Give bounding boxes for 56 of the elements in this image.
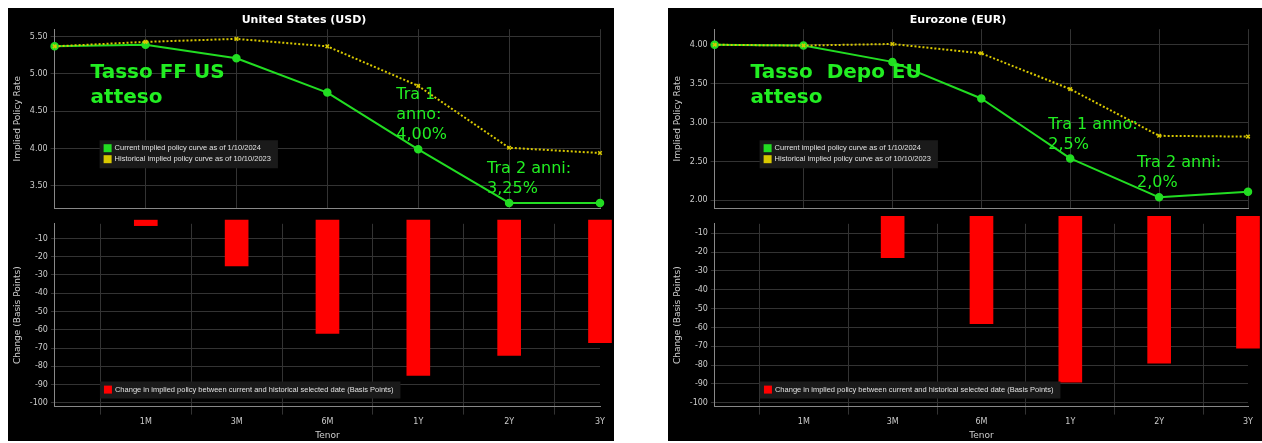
annotation: Tra 2 anni: 3,25% [486, 158, 572, 198]
annotation: Tra 2 anni: 2,0% [1136, 152, 1222, 192]
y-tick-label: 4.00 [689, 39, 708, 49]
y-tick-label: -70 [694, 341, 708, 351]
annotation: Tasso FF US atteso [90, 59, 225, 109]
y-axis-title: Change (Basis Points) [671, 266, 682, 365]
chart-title: United States (USD) [241, 13, 367, 27]
x-tick-label: 3Y [595, 417, 606, 427]
y-tick-label: -30 [34, 270, 48, 280]
y-tick-label: -40 [34, 288, 48, 298]
y-tick-label: -100 [689, 397, 708, 407]
x-axis-title: Tenor [968, 429, 994, 440]
y-tick-label: -20 [34, 251, 48, 261]
annotation: Tasso Depo EU atteso [750, 59, 922, 109]
y-tick-label: -90 [694, 379, 708, 389]
chart-title: Eurozone (EUR) [909, 13, 1007, 27]
x-tick-label: 1Y [1065, 417, 1076, 427]
x-tick-label: 3M [886, 417, 899, 427]
x-tick-label: 2Y [1154, 417, 1165, 427]
y-axis-title: Implied Policy Rate [11, 75, 22, 162]
y-axis-title: Change (Basis Points) [11, 266, 22, 365]
y-tick-label: 3.50 [29, 180, 48, 190]
y-tick-label: -40 [694, 284, 708, 294]
annotation: Tra 1 anno: 4,00% [395, 84, 448, 144]
annotation: Tra 1 anno: 2,5% [1047, 113, 1138, 153]
x-tick-label: 6M [321, 417, 334, 427]
y-tick-label: 2.50 [689, 156, 708, 166]
y-axis-title: Implied Policy Rate [671, 75, 682, 162]
y-tick-label: -90 [34, 379, 48, 389]
x-tick-label: 1M [139, 417, 152, 427]
y-tick-label: 4.00 [29, 143, 48, 153]
y-tick-label: 3.50 [689, 78, 708, 88]
y-tick-label: 3.00 [689, 117, 708, 127]
y-tick-label: -60 [694, 322, 708, 332]
y-tick-label: 5.00 [29, 69, 48, 79]
y-tick-label: -80 [34, 361, 48, 371]
x-axis-title: Tenor [314, 429, 340, 440]
y-tick-label: 4.50 [29, 106, 48, 116]
y-tick-label: -30 [694, 265, 708, 275]
y-tick-label: -50 [34, 306, 48, 316]
y-tick-label: -50 [694, 303, 708, 313]
x-tick-label: 6M [975, 417, 988, 427]
y-tick-label: 5.50 [29, 31, 48, 41]
x-tick-label: 3Y [1243, 417, 1254, 427]
x-tick-label: 1Y [413, 417, 424, 427]
y-tick-label: -100 [29, 398, 48, 408]
y-tick-label: -10 [34, 233, 48, 243]
y-tick-label: -20 [694, 247, 708, 257]
y-tick-label: -10 [694, 228, 708, 238]
y-tick-label: -60 [34, 324, 48, 334]
x-tick-label: 2Y [504, 417, 515, 427]
y-tick-label: 2.00 [689, 195, 708, 205]
y-tick-label: -80 [694, 360, 708, 370]
y-tick-label: -70 [34, 343, 48, 353]
x-tick-label: 3M [230, 417, 243, 427]
x-tick-label: 1M [797, 417, 810, 427]
